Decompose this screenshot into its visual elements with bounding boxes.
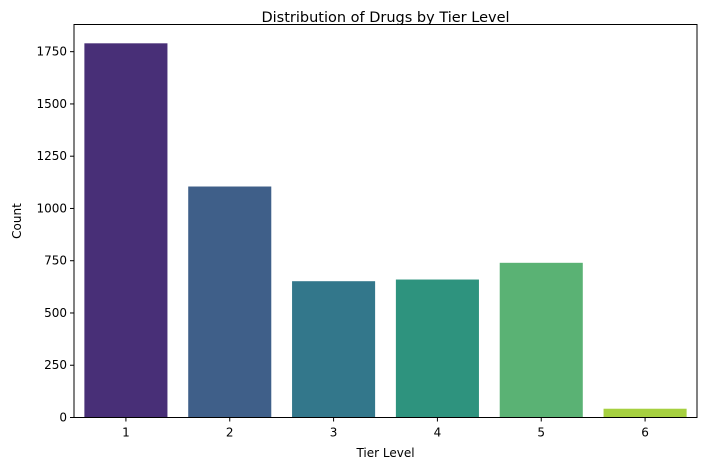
- y-tick-label: 1500: [36, 97, 67, 111]
- x-tick-label: 3: [330, 426, 338, 440]
- bar-tier-4: [395, 279, 479, 418]
- y-tick-label: 250: [44, 358, 67, 372]
- bar-tier-6: [603, 408, 687, 418]
- y-tick-label: 750: [44, 254, 67, 268]
- bar-tier-5: [499, 262, 583, 418]
- y-tick-label: 1750: [36, 45, 67, 59]
- y-axis-label: Count: [10, 203, 24, 239]
- x-axis-label: Tier Level: [355, 446, 414, 460]
- x-tick-label: 4: [434, 426, 442, 440]
- x-tick-label: 5: [537, 426, 545, 440]
- bar-tier-2: [188, 186, 272, 418]
- chart-title: Distribution of Drugs by Tier Level: [261, 10, 509, 26]
- plot-frame: [73, 24, 698, 418]
- bar-tier-3: [292, 281, 376, 418]
- x-tick-label: 1: [122, 426, 130, 440]
- y-tick-label: 1000: [36, 201, 67, 215]
- x-tick-label: 6: [641, 426, 649, 440]
- y-tick-label: 1250: [36, 149, 67, 163]
- plot-area: 1 2 3 4 5 6 0 250 500 750 1000 1250 1500 1750: [36, 43, 687, 440]
- y-tick-label: 500: [44, 306, 67, 320]
- bar-tier-1: [84, 43, 168, 418]
- y-tick-label: 0: [59, 411, 67, 425]
- x-tick-label: 2: [226, 426, 234, 440]
